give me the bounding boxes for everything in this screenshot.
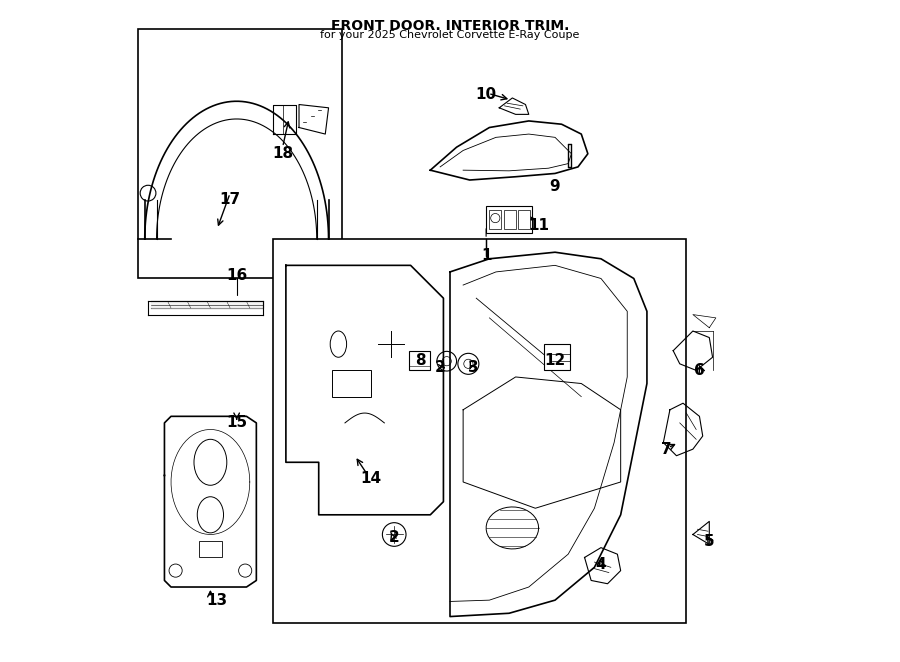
Text: 1: 1 bbox=[481, 248, 491, 263]
Bar bbox=[332, 370, 371, 397]
Bar bbox=[199, 541, 221, 557]
Text: 4: 4 bbox=[596, 557, 607, 571]
Text: 11: 11 bbox=[528, 218, 549, 234]
Bar bbox=[273, 239, 687, 623]
Text: 17: 17 bbox=[220, 192, 240, 207]
Text: 2: 2 bbox=[389, 530, 400, 545]
Text: 13: 13 bbox=[206, 592, 228, 608]
Text: 2: 2 bbox=[435, 359, 446, 375]
Text: 10: 10 bbox=[475, 87, 497, 102]
Bar bbox=[518, 211, 530, 228]
Text: 16: 16 bbox=[226, 267, 248, 283]
Bar bbox=[490, 211, 501, 228]
Bar bbox=[486, 207, 532, 232]
Text: for your 2025 Chevrolet Corvette E-Ray Coupe: for your 2025 Chevrolet Corvette E-Ray C… bbox=[320, 30, 580, 40]
Text: 15: 15 bbox=[226, 415, 248, 430]
Text: 7: 7 bbox=[662, 442, 672, 457]
Text: 12: 12 bbox=[544, 353, 566, 368]
Bar bbox=[544, 344, 570, 370]
Text: 3: 3 bbox=[468, 359, 478, 375]
Text: 9: 9 bbox=[550, 179, 561, 194]
Text: FRONT DOOR. INTERIOR TRIM.: FRONT DOOR. INTERIOR TRIM. bbox=[331, 19, 569, 33]
Bar bbox=[139, 29, 342, 279]
Polygon shape bbox=[151, 301, 263, 308]
Text: 6: 6 bbox=[694, 363, 705, 378]
Bar bbox=[409, 351, 430, 370]
Text: 14: 14 bbox=[361, 471, 382, 486]
Text: 8: 8 bbox=[415, 353, 426, 368]
Text: 18: 18 bbox=[272, 146, 293, 162]
Text: 5: 5 bbox=[704, 534, 715, 549]
Bar bbox=[504, 211, 516, 228]
